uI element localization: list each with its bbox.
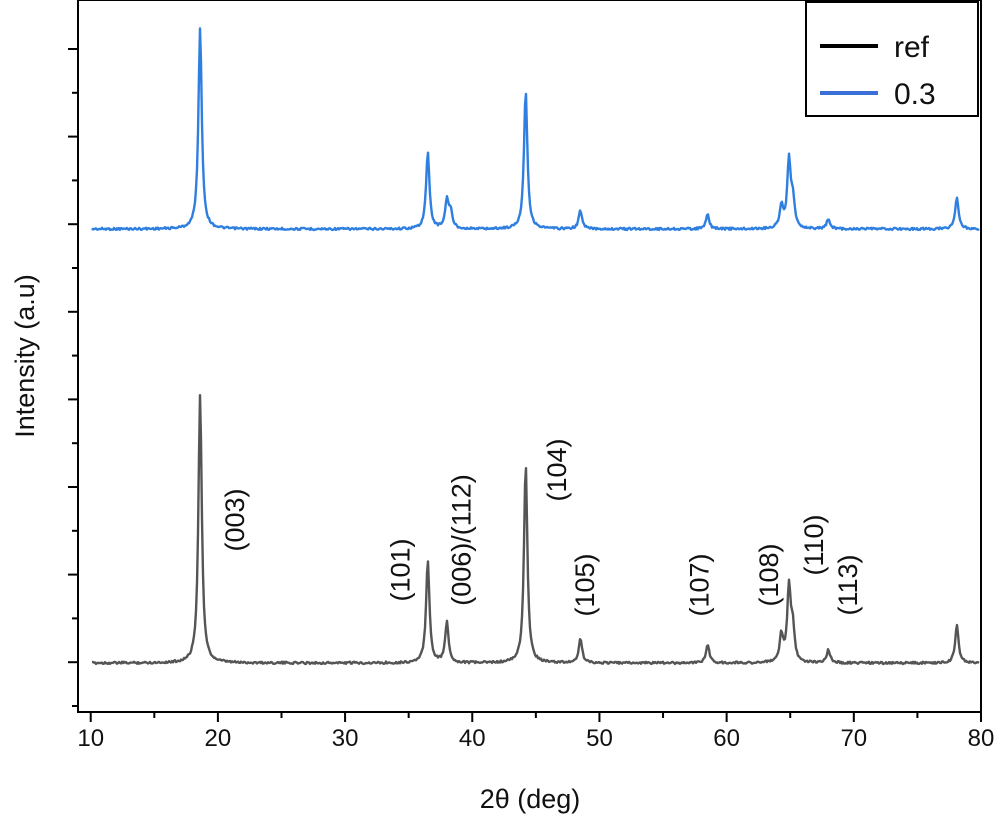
x-tick-label: 60 <box>713 725 740 752</box>
x-axis-title: 2θ (deg) <box>480 784 581 814</box>
peak-annotation: (003) <box>220 488 250 551</box>
peak-annotation: (104) <box>542 438 572 501</box>
peak-annotation: (113) <box>833 554 863 615</box>
legend-label-ref: ref <box>894 31 930 64</box>
peak-annotation: (107) <box>684 553 714 616</box>
series-line-0-3 <box>91 27 980 232</box>
peak-annotation: (006)/(112) <box>447 474 477 606</box>
legend-box <box>805 1 979 117</box>
x-tick-label: 40 <box>459 725 486 752</box>
peak-annotation: (110) <box>799 514 829 575</box>
peak-annotation: (108) <box>754 543 784 606</box>
y-axis-ticks <box>68 48 78 707</box>
legend-label-0-3: 0.3 <box>894 78 936 111</box>
y-axis-title: Intensity (a.u) <box>10 274 40 438</box>
x-tick-label: 70 <box>840 725 867 752</box>
x-tick-label: 80 <box>968 725 995 752</box>
legend: ref 0.3 <box>805 1 979 117</box>
peak-annotations: (003) (101) (006)/(112) (104) (105) (107) (108… <box>220 438 863 616</box>
x-tick-label: 30 <box>332 725 359 752</box>
series-layer <box>91 27 980 666</box>
peak-annotation: (101) <box>385 538 415 601</box>
x-tick-label: 20 <box>205 725 232 752</box>
x-tick-label: 10 <box>77 725 104 752</box>
x-axis-ticks: 10 20 30 40 50 60 70 80 <box>77 712 994 752</box>
peak-annotation: (105) <box>570 553 600 616</box>
series-line-ref <box>91 394 980 666</box>
x-tick-label: 50 <box>586 725 613 752</box>
